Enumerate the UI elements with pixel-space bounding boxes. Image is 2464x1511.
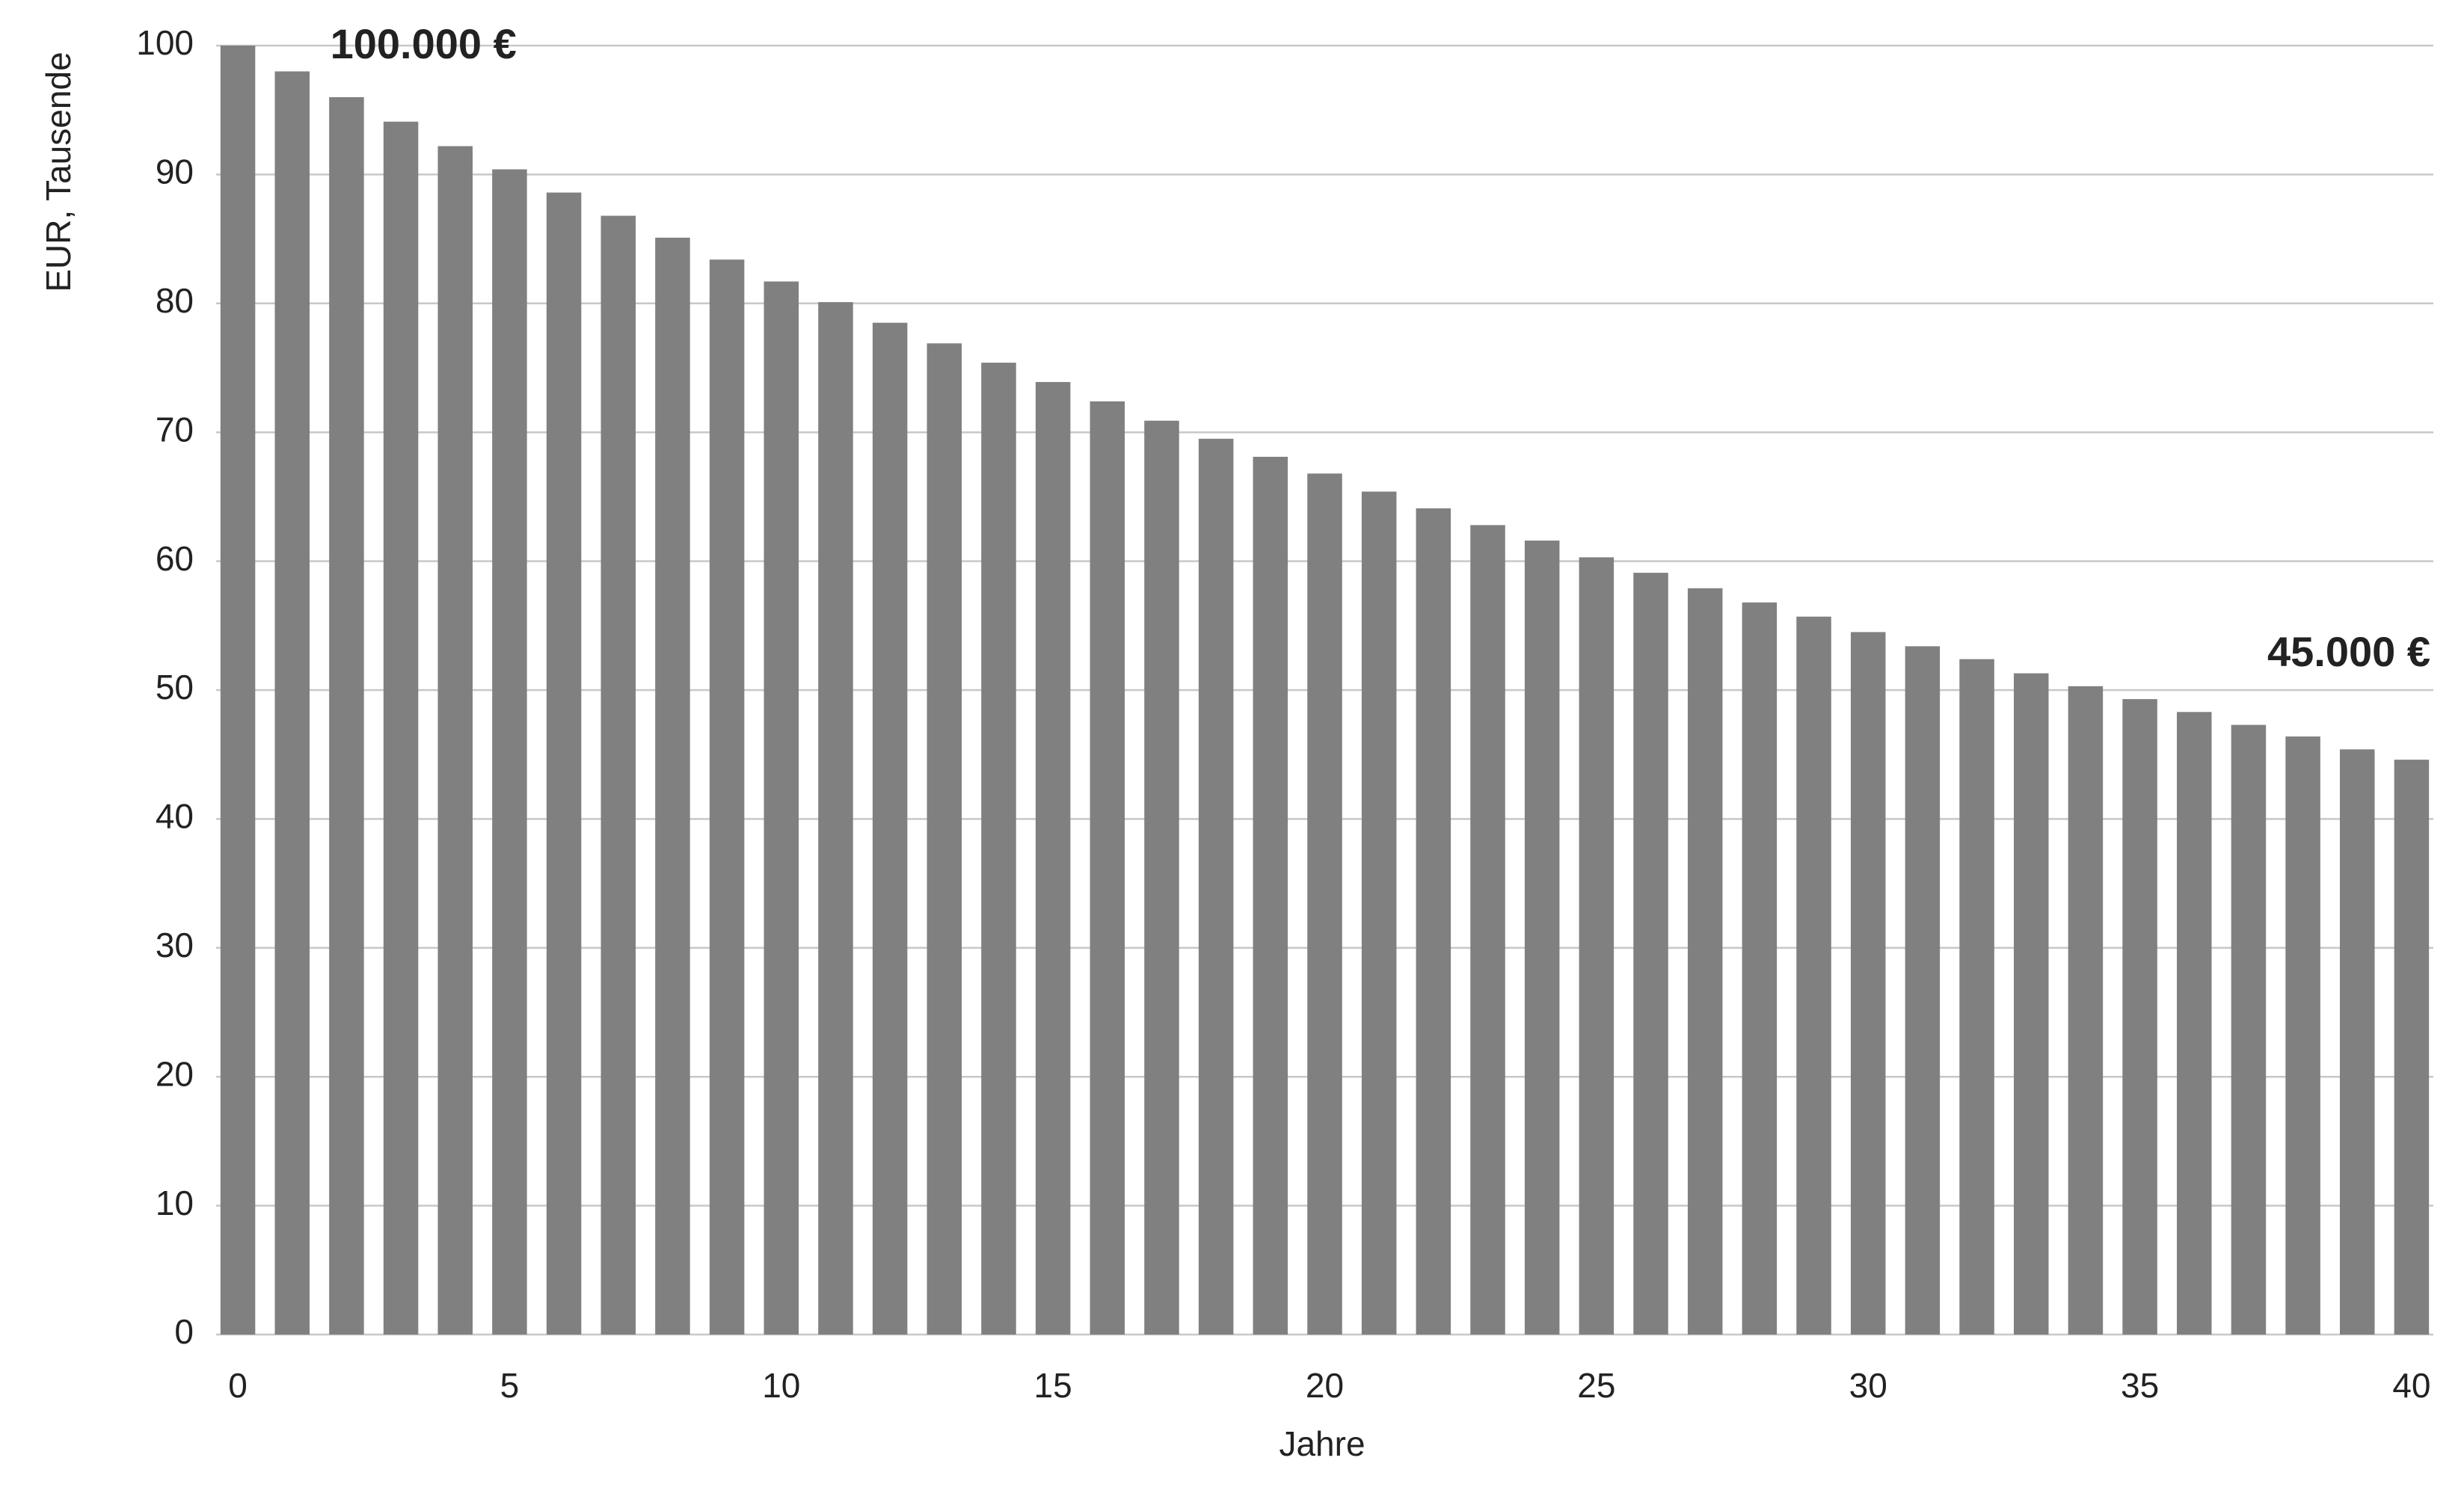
- y-tick-label: 70: [156, 410, 194, 449]
- y-tick-label: 20: [156, 1054, 194, 1093]
- bar: [1959, 659, 1994, 1335]
- bar: [2122, 699, 2157, 1335]
- x-tick-label: 10: [762, 1366, 800, 1405]
- x-tick-label: 20: [1306, 1366, 1344, 1405]
- y-tick-label: 100: [136, 23, 194, 62]
- bar: [2176, 712, 2212, 1335]
- x-axis-label: Jahre: [1279, 1424, 1365, 1463]
- bar: [1579, 557, 1614, 1335]
- bar: [1144, 420, 1179, 1335]
- bar: [1850, 632, 1886, 1335]
- bar: [1470, 525, 1505, 1335]
- bar: [329, 96, 364, 1335]
- bar: [2285, 736, 2320, 1335]
- x-tick-label: 35: [2121, 1366, 2159, 1405]
- x-tick-label: 40: [2392, 1366, 2430, 1405]
- bar: [1742, 602, 1778, 1335]
- bar: [764, 281, 799, 1335]
- bar: [655, 237, 690, 1335]
- y-tick-label: 60: [156, 539, 194, 578]
- bar: [1687, 588, 1723, 1335]
- bar: [274, 71, 310, 1335]
- bar: [1633, 573, 1668, 1335]
- bar: [1361, 491, 1397, 1335]
- bar: [872, 322, 908, 1335]
- bar: [383, 121, 419, 1335]
- y-tick-label: 80: [156, 281, 194, 320]
- bar: [1416, 508, 1451, 1335]
- x-tick-label: 0: [228, 1366, 248, 1405]
- x-tick-label: 30: [1849, 1366, 1887, 1405]
- bar: [2340, 749, 2375, 1335]
- bar: [492, 169, 527, 1335]
- y-tick-label: 50: [156, 668, 194, 707]
- bar: [1905, 646, 1941, 1335]
- y-tick-label: 90: [156, 153, 194, 191]
- annotation: 45.000 €: [2267, 628, 2430, 675]
- bar: [1035, 381, 1071, 1335]
- bar: [220, 46, 256, 1335]
- x-tick-label: 15: [1034, 1366, 1072, 1405]
- bar: [1198, 438, 1234, 1335]
- y-tick-label: 0: [174, 1312, 194, 1351]
- bar: [2231, 724, 2267, 1335]
- bar: [1090, 401, 1125, 1335]
- bar: [546, 192, 582, 1335]
- bar: [981, 363, 1016, 1335]
- bar: [818, 302, 853, 1335]
- bar: [2394, 760, 2430, 1335]
- x-tick-label: 25: [1577, 1366, 1615, 1405]
- bar: [1524, 541, 1560, 1335]
- bar: [2013, 673, 2049, 1335]
- bar: [709, 259, 745, 1335]
- bar: [600, 215, 636, 1335]
- x-tick-label: 5: [500, 1366, 520, 1405]
- bar: [1307, 473, 1342, 1335]
- bar: [1796, 616, 1831, 1335]
- bar: [2068, 686, 2104, 1335]
- y-tick-label: 40: [156, 797, 194, 836]
- y-tick-label: 30: [156, 926, 194, 964]
- bar: [437, 146, 473, 1335]
- y-tick-label: 10: [156, 1184, 194, 1222]
- y-axis-label: EUR, Tausende: [39, 52, 78, 292]
- bar: [1253, 456, 1288, 1335]
- bar: [927, 343, 962, 1335]
- annotation: 100.000 €: [331, 20, 517, 67]
